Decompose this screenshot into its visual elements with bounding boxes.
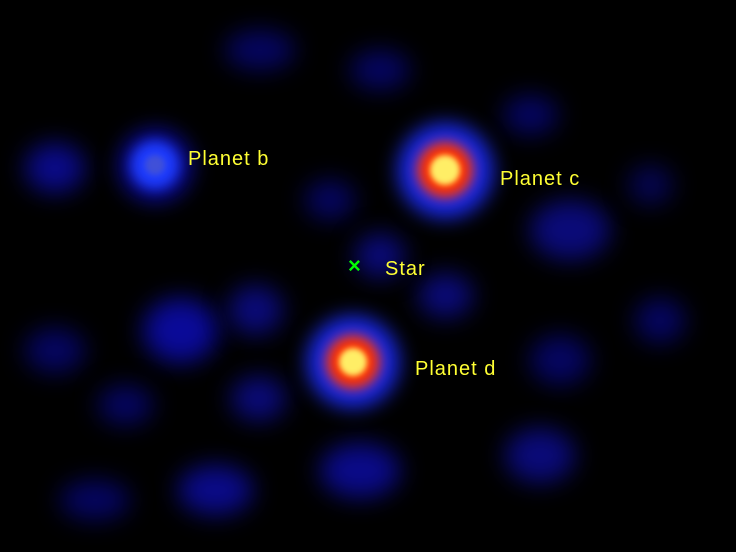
noise-blob: [320, 443, 400, 498]
noise-blob: [228, 285, 283, 335]
star-marker: ×: [348, 255, 361, 277]
planet-b-label: Planet b: [188, 148, 269, 171]
planet-d-core: [339, 348, 367, 376]
star-label: Star: [385, 258, 426, 281]
noise-blob: [628, 165, 673, 205]
noise-blob: [530, 200, 610, 260]
noise-blob: [305, 180, 355, 220]
noise-blob: [225, 30, 295, 70]
noise-blob: [418, 273, 473, 318]
planet-c-label: Planet c: [500, 168, 580, 191]
noise-blob: [530, 335, 590, 385]
noise-blob: [25, 143, 85, 193]
noise-blob: [505, 428, 575, 483]
noise-blob: [98, 385, 153, 425]
noise-blob: [25, 328, 85, 373]
planet-b-core: [145, 155, 165, 175]
noise-blob: [350, 50, 410, 90]
noise-blob: [231, 376, 286, 421]
noise-blob: [503, 95, 558, 135]
noise-blob: [60, 480, 130, 520]
noise-blob: [635, 298, 685, 343]
noise-blob: [178, 465, 253, 515]
planet-c-core: [430, 155, 460, 185]
planet-d-label: Planet d: [415, 358, 496, 381]
noise-blob: [143, 298, 218, 363]
